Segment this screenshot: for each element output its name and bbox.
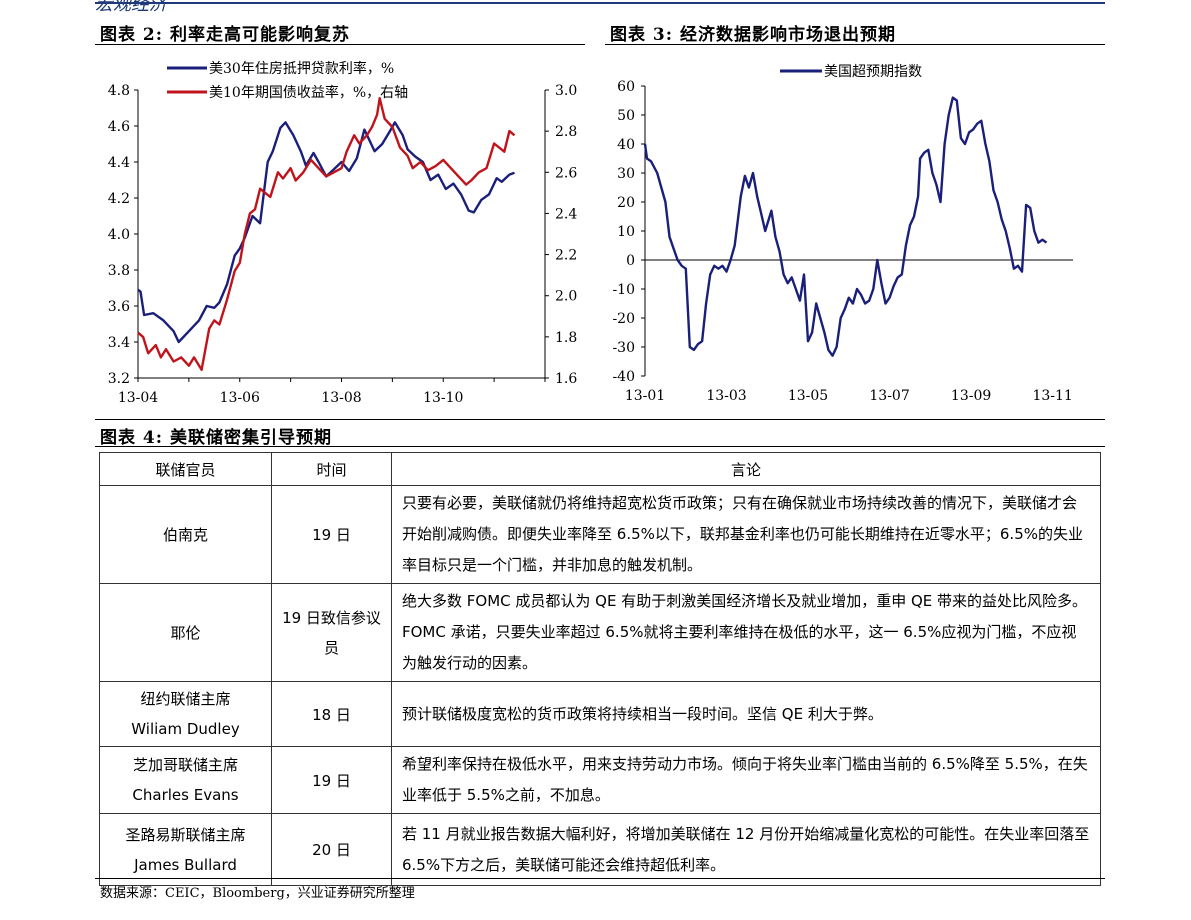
header-official: 联储官员	[99, 452, 272, 486]
statement-cell: 只要有必要，美联储就仍将维持超宽松货币政策；只有在确保就业市场持续改善的情况下，…	[391, 485, 1101, 584]
x-tick-label: 13-05	[788, 388, 828, 404]
official-cell: 芝加哥联储主席 Charles Evans	[99, 746, 272, 814]
fig4-title: 图表 4: 美联储密集引导预期	[100, 428, 332, 448]
x-tick-label: 13-08	[321, 390, 361, 406]
series-line-1	[643, 96, 1048, 357]
date-cell: 18 日	[271, 681, 392, 747]
header-rule	[95, 2, 1105, 4]
y-tick-label: 0	[626, 253, 635, 269]
y-tick-label-left: 3.8	[108, 263, 130, 279]
statement-cell: 希望利率保持在极低水平，用来支持劳动力市场。倾向于将失业率门槛由当前的 6.5%…	[391, 746, 1101, 814]
legend-label-1: 美30年住房抵押贷款利率，%	[209, 60, 394, 77]
y-tick-label: 50	[617, 108, 635, 124]
x-tick-label: 13-06	[220, 390, 260, 406]
fig2-chart: 4.8 4.6 4.4 4.2 4.0 3.8 3.6 3.4 3.2 3.0 2.8 2.6 2.4 2…	[108, 60, 578, 406]
y-tick-label: -10	[612, 282, 635, 298]
legend-label-1: 美国超预期指数	[824, 64, 922, 80]
fed-statements-table: 联储官员 时间 言论 伯南克 19 日 只要有必要，美联储就仍将维持超宽松货币政…	[99, 452, 1101, 886]
y-tick-label-right: 2.6	[555, 165, 577, 181]
official-name: 圣路易斯联储主席	[125, 825, 246, 844]
y-tick-label-right: 1.8	[555, 330, 577, 346]
table-header-row: 联储官员 时间 言论	[99, 452, 1101, 486]
fig3-title-rule	[605, 44, 1105, 45]
y-tick-label: -20	[612, 311, 635, 327]
x-tick-label: 13-11	[1032, 388, 1072, 404]
x-tick-label: 13-09	[951, 388, 991, 404]
series-line-1	[137, 121, 515, 344]
x-tick-label: 13-10	[423, 390, 463, 406]
y-tick-label-left: 4.6	[108, 119, 130, 135]
y-tick-label-left: 4.4	[108, 155, 130, 171]
y-tick-label: 60	[617, 79, 635, 95]
series-line-2	[137, 97, 516, 371]
date-cell: 20 日	[271, 813, 392, 886]
table-row: 圣路易斯联储主席 James Bullard 20 日 若 11 月就业报告数据…	[99, 813, 1101, 886]
table-row: 耶伦 19 日致信参议员 绝大多数 FOMC 成员都认为 QE 有助于刺激美国经…	[99, 583, 1101, 682]
y-tick-label-left: 3.4	[108, 335, 130, 351]
y-tick-label: -40	[612, 369, 635, 385]
x-tick-label: 13-07	[869, 388, 909, 404]
official-name-en: Wiliam Dudley	[131, 720, 240, 738]
legend-label-2: 美10年期国债收益率，%，右轴	[209, 84, 408, 101]
official-name: 芝加哥联储主席	[132, 756, 238, 774]
official-name: 耶伦	[170, 624, 201, 642]
table-row: 伯南克 19 日 只要有必要，美联储就仍将维持超宽松货币政策；只有在确保就业市场…	[99, 485, 1101, 584]
date-cell: 19 日	[271, 485, 392, 584]
date-cell: 19 日	[271, 746, 392, 814]
statement-cell: 绝大多数 FOMC 成员都认为 QE 有助于刺激美国经济增长及就业增加，重申 Q…	[391, 583, 1101, 682]
official-cell: 圣路易斯联储主席 James Bullard	[99, 813, 272, 886]
official-name: 伯南克	[162, 526, 208, 544]
official-name-en: Charles Evans	[132, 786, 239, 804]
x-tick-label: 13-01	[625, 388, 665, 404]
fig2-title: 图表 2: 利率走高可能影响复苏	[100, 25, 350, 45]
y-tick-label: 20	[617, 195, 635, 211]
y-tick-label-right: 3.0	[555, 83, 577, 99]
fig2-title-rule	[95, 44, 585, 45]
header-statement: 言论	[391, 452, 1101, 486]
fig3-title: 图表 3: 经济数据影响市场退出预期	[610, 25, 896, 45]
statement-cell: 预计联储极度宽松的货币政策将持续相当一段时间。坚信 QE 利大于弊。	[391, 681, 1101, 747]
fig3-chart: 60 50 40 30 20 10 0 -10 -20 -30 -40 13-01 13-03 13-05…	[612, 64, 1073, 404]
official-cell: 纽约联储主席 Wiliam Dudley	[99, 681, 272, 747]
official-cell: 耶伦	[99, 583, 272, 682]
y-tick-label-right: 2.2	[555, 248, 577, 264]
y-tick-label-left: 3.6	[108, 299, 130, 315]
y-tick-label-left: 4.0	[108, 227, 130, 243]
y-tick-label-left: 4.8	[108, 83, 130, 99]
y-tick-label: 40	[617, 137, 635, 153]
y-tick-label-right: 2.0	[555, 289, 577, 305]
official-name: 纽约联储主席	[140, 690, 231, 708]
table-row: 芝加哥联储主席 Charles Evans 19 日 希望利率保持在极低水平，用…	[99, 746, 1101, 814]
y-tick-label: 10	[617, 224, 635, 240]
y-tick-label-left: 3.2	[108, 371, 130, 387]
section-rule	[95, 419, 1105, 420]
fig4-title-rule	[95, 446, 1105, 447]
header-date: 时间	[271, 452, 392, 486]
statement-cell: 若 11 月就业报告数据大幅利好，将增加美联储在 12 月份开始缩减量化宽松的可…	[391, 813, 1101, 886]
official-cell: 伯南克	[99, 485, 272, 584]
y-tick-label: -30	[612, 340, 635, 356]
source-note: 数据来源：CEIC，Bloomberg，兴业证券研究所整理	[100, 886, 415, 901]
x-tick-label: 13-04	[118, 390, 158, 406]
y-tick-label: 30	[617, 166, 635, 182]
official-name-en: James Bullard	[134, 855, 237, 874]
footer-rule	[95, 878, 1105, 879]
x-tick-label: 13-03	[706, 388, 746, 404]
y-tick-label-left: 4.2	[108, 191, 130, 207]
y-tick-label-right: 2.4	[555, 206, 577, 222]
y-tick-label-right: 1.6	[555, 371, 577, 387]
y-tick-label-right: 2.8	[555, 124, 577, 140]
date-cell: 19 日致信参议员	[271, 583, 392, 682]
table-row: 纽约联储主席 Wiliam Dudley 18 日 预计联储极度宽松的货币政策将…	[99, 681, 1101, 747]
